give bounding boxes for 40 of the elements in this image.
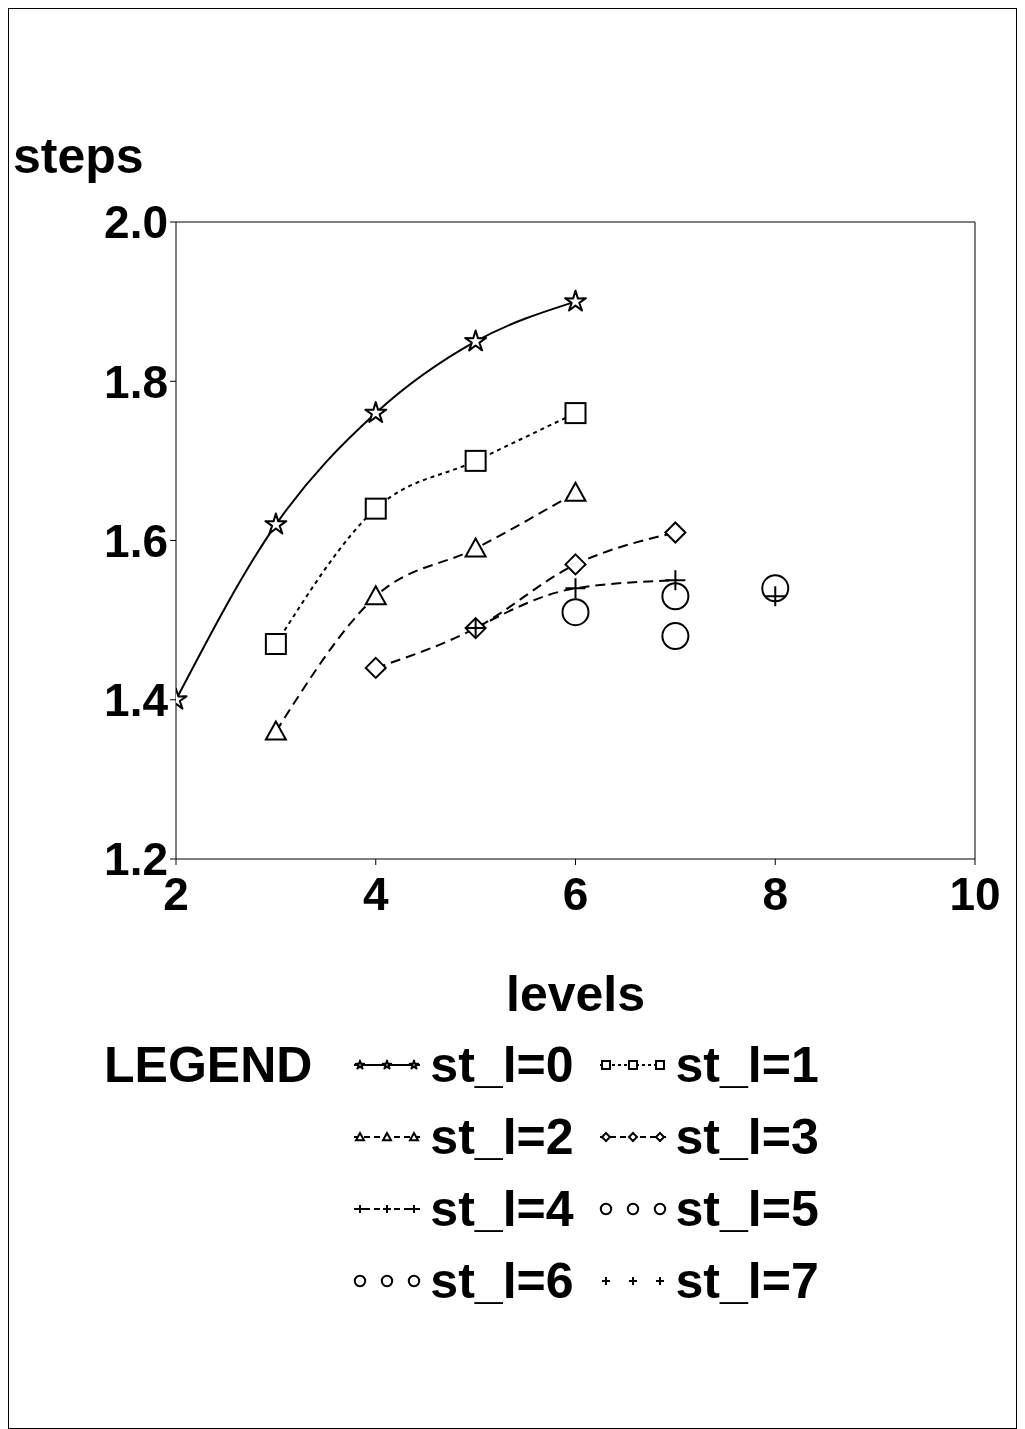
y-axis-title: steps <box>13 127 144 185</box>
point <box>664 521 687 544</box>
point <box>564 481 587 502</box>
point <box>364 656 387 679</box>
y-tick-label: 1.4 <box>104 674 169 727</box>
y-tick-label: 2.0 <box>104 196 168 249</box>
point <box>561 598 590 627</box>
point <box>761 574 790 603</box>
point <box>364 401 388 423</box>
point <box>264 720 287 741</box>
x-tick-label: 8 <box>762 867 789 920</box>
point <box>564 289 587 312</box>
legend-label: st_l=6 <box>430 1252 574 1310</box>
legend-label: st_l=0 <box>430 1036 574 1094</box>
point <box>661 582 690 611</box>
point <box>364 497 387 520</box>
legend-label: st_l=1 <box>675 1036 819 1094</box>
point <box>661 622 690 651</box>
legend-label: st_l=7 <box>675 1252 819 1310</box>
point <box>364 585 387 606</box>
x-tick-label: 10 <box>949 867 1001 920</box>
y-tick-label: 1.6 <box>104 514 168 567</box>
legend-label: st_l=2 <box>430 1108 574 1166</box>
x-tick-label: 4 <box>362 867 389 920</box>
point <box>464 329 488 352</box>
legend-title: LEGEND <box>104 1036 313 1095</box>
legend-label: st_l=3 <box>675 1108 819 1166</box>
point <box>264 512 288 535</box>
y-tick-label: 1.8 <box>104 355 168 408</box>
point <box>464 449 487 472</box>
point <box>564 553 587 576</box>
x-axis-title: levels <box>505 966 646 1022</box>
x-tick-label: 6 <box>562 867 589 920</box>
legend-label: st_l=5 <box>675 1180 819 1238</box>
legend-label: st_l=4 <box>430 1180 574 1238</box>
point <box>664 569 687 592</box>
point <box>264 633 287 656</box>
point <box>464 537 487 558</box>
point <box>564 577 587 600</box>
point <box>564 402 587 425</box>
